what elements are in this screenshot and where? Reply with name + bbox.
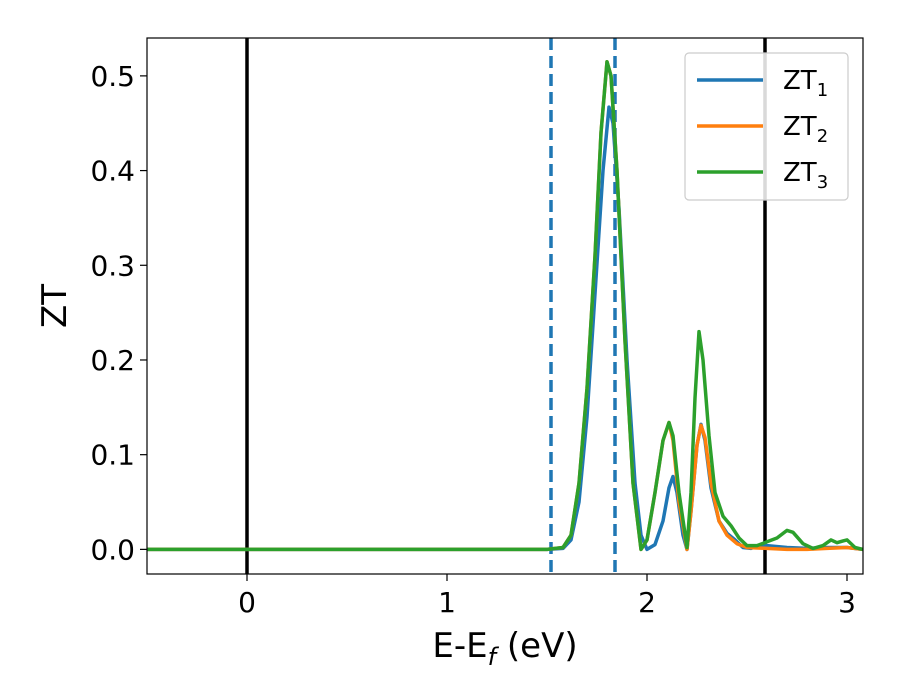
y-tick-label-3: 0.3 — [90, 249, 135, 282]
y-tick-label-5: 0.5 — [90, 60, 135, 93]
x-axis-ticks: 0 1 2 3 — [238, 574, 856, 619]
x-tick-label-1: 1 — [438, 586, 456, 619]
y-tick-label-1: 0.1 — [90, 439, 135, 472]
series-lines — [147, 59, 864, 552]
x-axis-label: E-Ef (eV) — [432, 626, 577, 671]
y-axis-label: ZT — [35, 284, 75, 328]
legend-label-1: ZT2 — [783, 112, 828, 147]
plot-frame — [146, 37, 864, 575]
x-tick-label-3: 3 — [838, 586, 856, 619]
series-line-ZT3 — [147, 59, 864, 552]
y-tick-label-4: 0.4 — [90, 155, 135, 188]
x-tick-label-2: 2 — [638, 586, 656, 619]
legend-label-0: ZT1 — [783, 66, 828, 101]
x-axis-label-unit: (eV) — [496, 626, 578, 666]
x-tick-label-0: 0 — [238, 586, 256, 619]
x-axis-label-main: E-E — [432, 626, 487, 666]
y-tick-label-0: 0.0 — [90, 533, 135, 566]
legend: ZT1 ZT2 ZT3 — [684, 52, 849, 201]
legend-box — [684, 52, 849, 201]
y-axis-ticks: 0.0 0.1 0.2 0.3 0.4 0.5 — [90, 60, 147, 566]
y-tick-label-2: 0.2 — [90, 344, 135, 377]
legend-label-2: ZT3 — [783, 158, 828, 193]
